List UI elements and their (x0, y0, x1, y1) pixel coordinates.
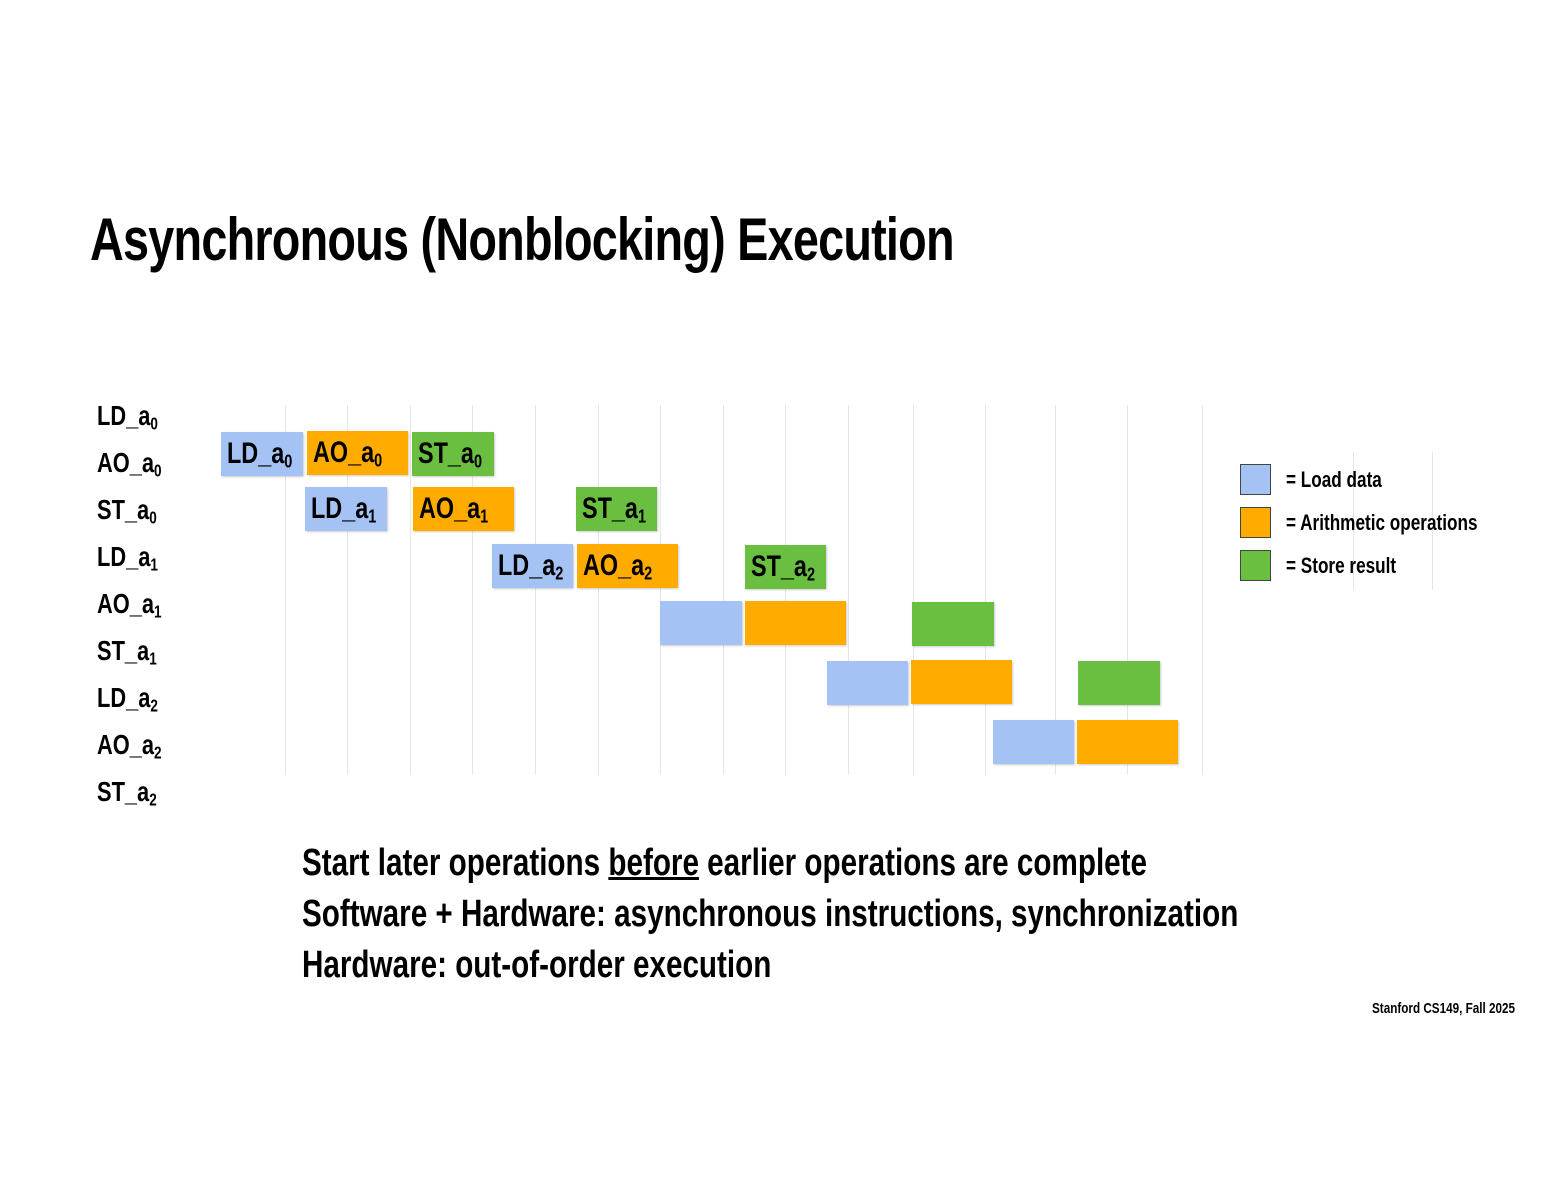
row-label: ST_a2 (97, 777, 174, 814)
label-text: AO_a (419, 492, 481, 525)
row-label: LD_a1 (97, 542, 175, 579)
label-text: LD_a (498, 549, 556, 582)
load-op-block: LD_a1 (305, 487, 387, 531)
label-subscript: 2 (644, 562, 653, 584)
label-text: ST_a (97, 776, 150, 807)
row-label: LD_a0 (97, 401, 175, 438)
label-text: AO_a (97, 588, 155, 619)
label-subscript: 0 (284, 450, 293, 472)
load-op-block: LD_a2 (492, 544, 573, 588)
bullet-text: earlier operations are complete (698, 842, 1148, 884)
store-op-block: ST_a0 (412, 432, 494, 476)
arith-op-block (745, 601, 846, 645)
label-subscript: 2 (150, 695, 158, 716)
row-label: ST_a1 (97, 636, 174, 673)
label-subscript: 1 (154, 601, 162, 622)
label-text: LD_a (97, 682, 151, 713)
bullet-text: Software + Hardware: asynchronous instru… (302, 893, 1239, 935)
grid-line (985, 405, 986, 775)
row-label: ST_a0 (97, 495, 174, 532)
label-text: ST_a (751, 550, 807, 583)
label-text: ST_a (418, 437, 474, 470)
grid-line (410, 405, 411, 775)
load-op-block (660, 601, 742, 645)
grid-line (1055, 405, 1056, 775)
arith-op-block: AO_a1 (413, 487, 514, 531)
row-label: AO_a0 (97, 448, 180, 485)
label-text: ST_a (97, 494, 150, 525)
store-op-block: ST_a1 (576, 487, 657, 531)
label-subscript: 0 (149, 507, 157, 528)
label-subscript: 1 (637, 505, 647, 527)
label-subscript: 2 (806, 563, 816, 585)
label-text: ST_a (97, 635, 150, 666)
legend-label: = Load data (1286, 467, 1382, 492)
grid-line (285, 405, 286, 775)
arith-op-block: AO_a0 (307, 431, 408, 475)
row-label: AO_a1 (97, 589, 180, 626)
label-text: LD_a (227, 437, 285, 470)
store-op-block (912, 602, 994, 646)
label-subscript: 1 (480, 505, 489, 527)
label-text: LD_a (311, 492, 369, 525)
label-subscript: 1 (368, 505, 377, 527)
grid-line (660, 405, 661, 775)
legend-label: = Store result (1286, 553, 1397, 578)
grid-line (723, 405, 724, 775)
arith-op-block (1077, 720, 1178, 764)
arith-op-block: AO_a2 (577, 544, 678, 588)
grid-line (913, 405, 914, 775)
arith-op-block (911, 660, 1012, 704)
store-op-block: ST_a2 (745, 545, 826, 589)
legend-label: = Arithmetic operations (1286, 510, 1478, 535)
label-text: AO_a (313, 436, 375, 469)
grid-line (598, 405, 599, 775)
legend-swatch (1240, 550, 1271, 581)
load-op-block (993, 720, 1074, 764)
store-op-block (1078, 661, 1160, 705)
grid-line (472, 405, 473, 775)
label-subscript: 1 (149, 648, 157, 669)
label-subscript: 1 (150, 554, 158, 575)
load-op-block (827, 661, 908, 705)
bullet-line-1: Start later operations before earlier op… (302, 842, 1385, 885)
emphasis-before: before (608, 842, 699, 884)
grid-line (785, 405, 786, 775)
grid-line (1127, 405, 1128, 775)
row-label: LD_a2 (97, 683, 175, 720)
label-text: AO_a (97, 447, 155, 478)
label-subscript: 0 (374, 449, 383, 471)
label-subscript: 0 (154, 460, 162, 481)
label-subscript: 0 (473, 450, 483, 472)
label-subscript: 2 (555, 562, 564, 584)
grid-line (1202, 405, 1203, 775)
label-text: LD_a (97, 400, 151, 431)
grid-line (535, 405, 536, 775)
label-subscript: 2 (154, 742, 162, 763)
bullet-text: Hardware: out-of-order execution (302, 944, 772, 986)
footer-credit: Stanford CS149, Fall 2025 (1372, 1000, 1516, 1017)
row-label: AO_a2 (97, 730, 180, 767)
label-text: ST_a (582, 492, 638, 525)
label-subscript: 2 (149, 789, 157, 810)
label-subscript: 0 (150, 413, 158, 434)
label-text: AO_a (97, 729, 155, 760)
bullet-line-3: Hardware: out-of-order execution (302, 944, 904, 987)
load-op-block: LD_a0 (221, 432, 303, 476)
bullet-line-2: Software + Hardware: asynchronous instru… (302, 893, 1502, 936)
grid-line (347, 405, 348, 775)
legend-swatch (1240, 464, 1271, 495)
grid-line (1353, 452, 1354, 590)
bullet-text: Start later operations (302, 842, 609, 884)
label-text: LD_a (97, 541, 151, 572)
legend-swatch (1240, 507, 1271, 538)
label-text: AO_a (583, 549, 645, 582)
grid-line (1432, 452, 1433, 590)
slide-title: Asynchronous (Nonblocking) Execution (90, 206, 955, 273)
grid-line (848, 405, 849, 775)
